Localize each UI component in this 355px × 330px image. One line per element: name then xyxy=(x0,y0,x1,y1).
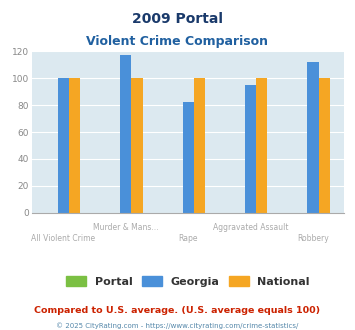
Bar xyxy=(69,78,80,213)
Text: Aggravated Assault: Aggravated Assault xyxy=(213,222,288,232)
Text: All Violent Crime: All Violent Crime xyxy=(31,234,95,243)
Bar xyxy=(319,78,330,213)
Text: Murder & Mans...: Murder & Mans... xyxy=(93,222,158,232)
Text: Rape: Rape xyxy=(179,234,198,243)
Bar xyxy=(245,85,256,213)
Text: Robbery: Robbery xyxy=(297,234,329,243)
Bar xyxy=(307,62,319,213)
Text: 2009 Portal: 2009 Portal xyxy=(132,12,223,25)
Legend: Portal, Georgia, National: Portal, Georgia, National xyxy=(62,272,315,291)
Bar xyxy=(131,78,143,213)
Bar xyxy=(256,78,268,213)
Bar xyxy=(182,102,194,213)
Text: Compared to U.S. average. (U.S. average equals 100): Compared to U.S. average. (U.S. average … xyxy=(34,306,321,315)
Bar xyxy=(120,55,131,213)
Text: Violent Crime Comparison: Violent Crime Comparison xyxy=(87,35,268,48)
Bar xyxy=(194,78,205,213)
Bar xyxy=(58,78,69,213)
Text: © 2025 CityRating.com - https://www.cityrating.com/crime-statistics/: © 2025 CityRating.com - https://www.city… xyxy=(56,323,299,329)
